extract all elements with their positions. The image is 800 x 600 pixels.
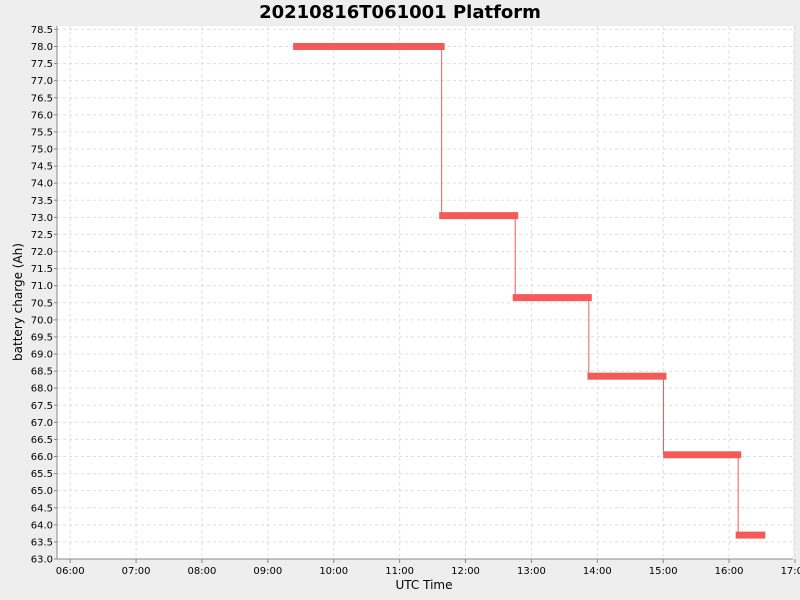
series-battery-charge	[293, 43, 766, 539]
grid	[57, 26, 796, 560]
x-tick-label: 15:00	[649, 566, 678, 577]
x-tick-label: 11:00	[385, 566, 414, 577]
y-axis: 63.0 63.5 64.0 64.5 65.0 65.5 66.0 66.5 67.0 67.5…	[31, 25, 57, 566]
plot-area	[57, 26, 793, 559]
y-tick-label: 70.5	[31, 298, 53, 309]
charge-segment	[663, 451, 742, 459]
x-tick-label: 08:00	[188, 566, 217, 577]
y-tick-label: 75.5	[31, 127, 53, 138]
y-tick-label: 65.5	[31, 469, 53, 480]
chart-title: 20210816T061001 Platform	[259, 2, 541, 23]
y-tick-label: 77.5	[31, 59, 53, 70]
y-tick-label: 76.5	[31, 93, 53, 104]
x-tick-label: 12:00	[451, 566, 480, 577]
y-tick-label: 73.0	[31, 213, 53, 224]
x-tick-label: 10:00	[319, 566, 348, 577]
y-tick-label: 70.0	[31, 315, 53, 326]
y-tick-label: 69.5	[31, 332, 53, 343]
y-tick-label: 71.5	[31, 264, 53, 275]
y-tick-label: 78.0	[31, 42, 53, 53]
y-tick-label: 74.0	[31, 179, 53, 190]
x-tick-label: 14:00	[583, 566, 612, 577]
y-tick-label: 77.0	[31, 76, 53, 87]
x-tick-label: 16:00	[715, 566, 744, 577]
y-tick-label: 76.0	[31, 110, 53, 121]
y-tick-label: 72.5	[31, 230, 53, 241]
x-tick-label: 09:00	[253, 566, 282, 577]
x-tick-label: 13:00	[517, 566, 546, 577]
x-tick-label: 06:00	[56, 566, 85, 577]
y-tick-label: 68.5	[31, 367, 53, 378]
y-tick-label: 73.5	[31, 196, 53, 207]
y-tick-label: 64.5	[31, 503, 53, 514]
x-axis-label: UTC Time	[395, 578, 453, 592]
x-tick-label: 17:00	[781, 566, 800, 577]
y-tick-label: 63.0	[31, 555, 53, 566]
y-tick-label: 78.5	[31, 25, 53, 36]
y-tick-label: 67.5	[31, 401, 53, 412]
charge-segment	[587, 372, 667, 380]
charge-segment	[439, 212, 519, 220]
y-tick-label: 74.5	[31, 162, 53, 173]
y-tick-label: 71.0	[31, 281, 53, 292]
y-tick-label: 65.0	[31, 486, 53, 497]
y-tick-label: 63.5	[31, 537, 53, 548]
y-tick-label: 66.0	[31, 452, 53, 463]
y-tick-label: 66.5	[31, 435, 53, 446]
y-tick-label: 68.0	[31, 384, 53, 395]
x-axis: 06:00 07:00 08:00 09:00 10:00 11:00 12:00 13:00…	[56, 559, 800, 577]
y-tick-label: 67.0	[31, 418, 53, 429]
y-tick-label: 69.0	[31, 350, 53, 361]
y-tick-label: 64.0	[31, 520, 53, 531]
charge-segment	[735, 531, 766, 539]
x-tick-label: 07:00	[122, 566, 151, 577]
charge-segment	[512, 294, 592, 302]
y-tick-label: 72.0	[31, 247, 53, 258]
charge-segment	[293, 43, 445, 50]
y-tick-label: 75.0	[31, 145, 53, 156]
